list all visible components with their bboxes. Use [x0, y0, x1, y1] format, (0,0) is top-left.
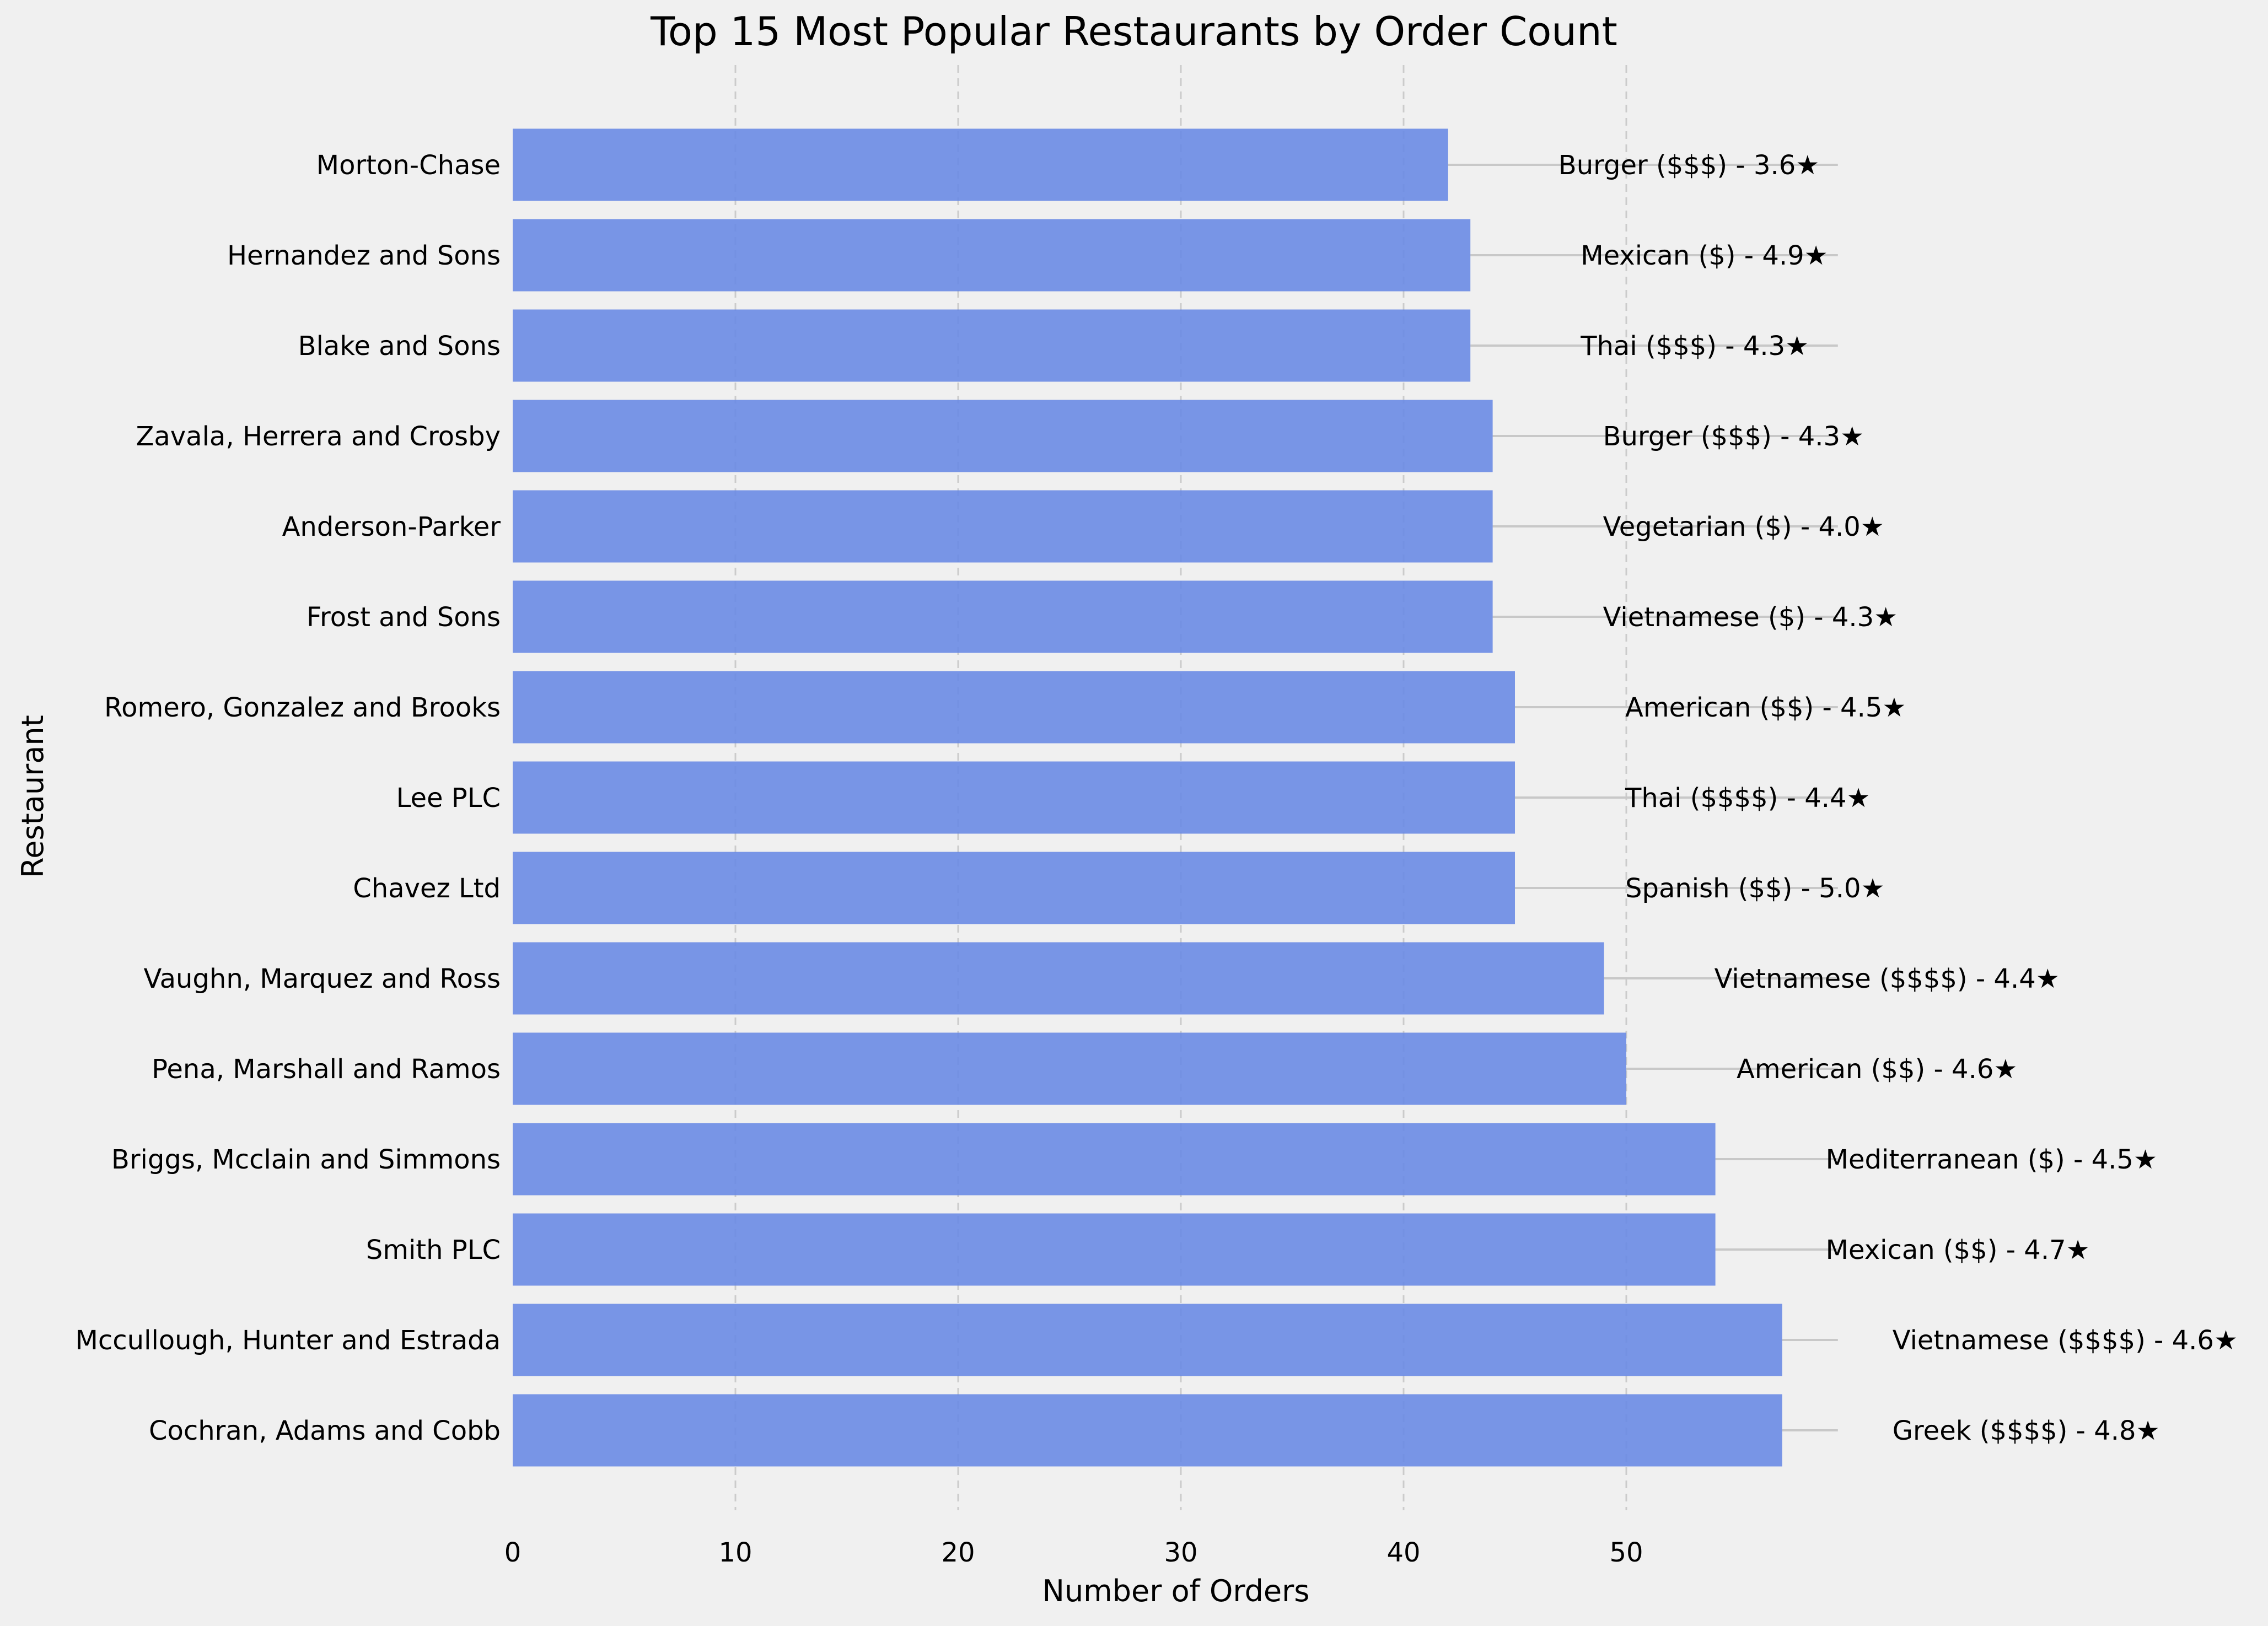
bar-annotation: Greek ($$$$) - 4.8★	[1893, 1415, 2160, 1446]
bar-annotation: Vegetarian ($) - 4.0★	[1603, 512, 1884, 542]
y-tick-label: Pena, Marshall and Ramos	[152, 1054, 501, 1085]
bar	[513, 490, 1493, 563]
bar	[513, 852, 1515, 924]
bar-annotation: Burger ($$$) - 3.6★	[1558, 150, 1820, 181]
x-tick-label: 20	[941, 1537, 975, 1568]
bar-layer	[513, 128, 1782, 1467]
x-tick-label: 0	[504, 1537, 522, 1568]
bar	[513, 942, 1604, 1015]
y-tick-label: Briggs, Mcclain and Simmons	[111, 1144, 501, 1175]
label-layer: Cochran, Adams and Cobb Mccullough, Hunte…	[75, 150, 501, 1446]
bar	[513, 580, 1493, 653]
bar-annotation: Thai ($$$) - 4.3★	[1580, 331, 1809, 362]
x-tick-label: 50	[1609, 1537, 1643, 1568]
y-tick-label: Mccullough, Hunter and Estrada	[75, 1325, 501, 1356]
bar-annotation: Thai ($$$$) - 4.4★	[1625, 783, 1871, 814]
bar-annotation: Vietnamese ($) - 4.3★	[1603, 602, 1898, 633]
bar	[513, 761, 1515, 834]
bar-annotation: Mexican ($$) - 4.7★	[1826, 1235, 2090, 1266]
y-axis-label: Restaurant	[15, 715, 50, 878]
x-tick-layer: 0 10 20 30 40 50	[504, 1537, 1643, 1568]
y-tick-label: Romero, Gonzalez and Brooks	[104, 692, 501, 723]
bar	[513, 1394, 1782, 1467]
bar	[513, 1213, 1716, 1286]
y-tick-label: Cochran, Adams and Cobb	[149, 1415, 501, 1446]
bar	[513, 671, 1515, 744]
x-tick-label: 10	[718, 1537, 752, 1568]
bar-annotation: American ($$) - 4.5★	[1625, 692, 1906, 723]
bar	[513, 1032, 1626, 1105]
bar-annotation: Vietnamese ($$$$) - 4.6★	[1893, 1325, 2238, 1356]
y-tick-label: Frost and Sons	[307, 602, 501, 633]
bar-annotation: Mediterranean ($) - 4.5★	[1826, 1144, 2157, 1175]
bar	[513, 400, 1493, 472]
bar	[513, 128, 1448, 201]
bar	[513, 219, 1471, 292]
annotation-line-layer	[1448, 164, 1838, 1431]
y-tick-label: Zavala, Herrera and Crosby	[136, 421, 501, 452]
annotation-layer: Greek ($$$$) - 4.8★ Vietnamese ($$$$) - 4…	[1558, 150, 2238, 1446]
bar	[513, 309, 1471, 382]
bar-annotation: Mexican ($) - 4.9★	[1581, 240, 1828, 271]
bar-annotation: Vietnamese ($$$$) - 4.4★	[1715, 963, 2060, 994]
bar	[513, 1304, 1782, 1376]
y-tick-label: Anderson-Parker	[282, 512, 501, 542]
x-axis-label: Number of Orders	[1042, 1574, 1310, 1608]
chart-title: Top 15 Most Popular Restaurants by Order…	[650, 8, 1617, 55]
y-tick-label: Lee PLC	[396, 783, 501, 814]
y-tick-label: Morton-Chase	[316, 150, 501, 181]
y-tick-label: Vaughn, Marquez and Ross	[143, 963, 501, 994]
bar-annotation: American ($$) - 4.6★	[1737, 1054, 2017, 1085]
y-tick-label: Hernandez and Sons	[227, 240, 501, 271]
x-tick-label: 40	[1386, 1537, 1420, 1568]
x-tick-label: 30	[1164, 1537, 1197, 1568]
y-tick-label: Blake and Sons	[298, 331, 501, 362]
y-tick-label: Chavez Ltd	[353, 873, 501, 904]
bar-annotation: Spanish ($$) - 5.0★	[1625, 873, 1885, 904]
bar-annotation: Burger ($$$) - 4.3★	[1603, 421, 1864, 452]
bar	[513, 1123, 1716, 1196]
y-tick-label: Smith PLC	[366, 1235, 501, 1266]
